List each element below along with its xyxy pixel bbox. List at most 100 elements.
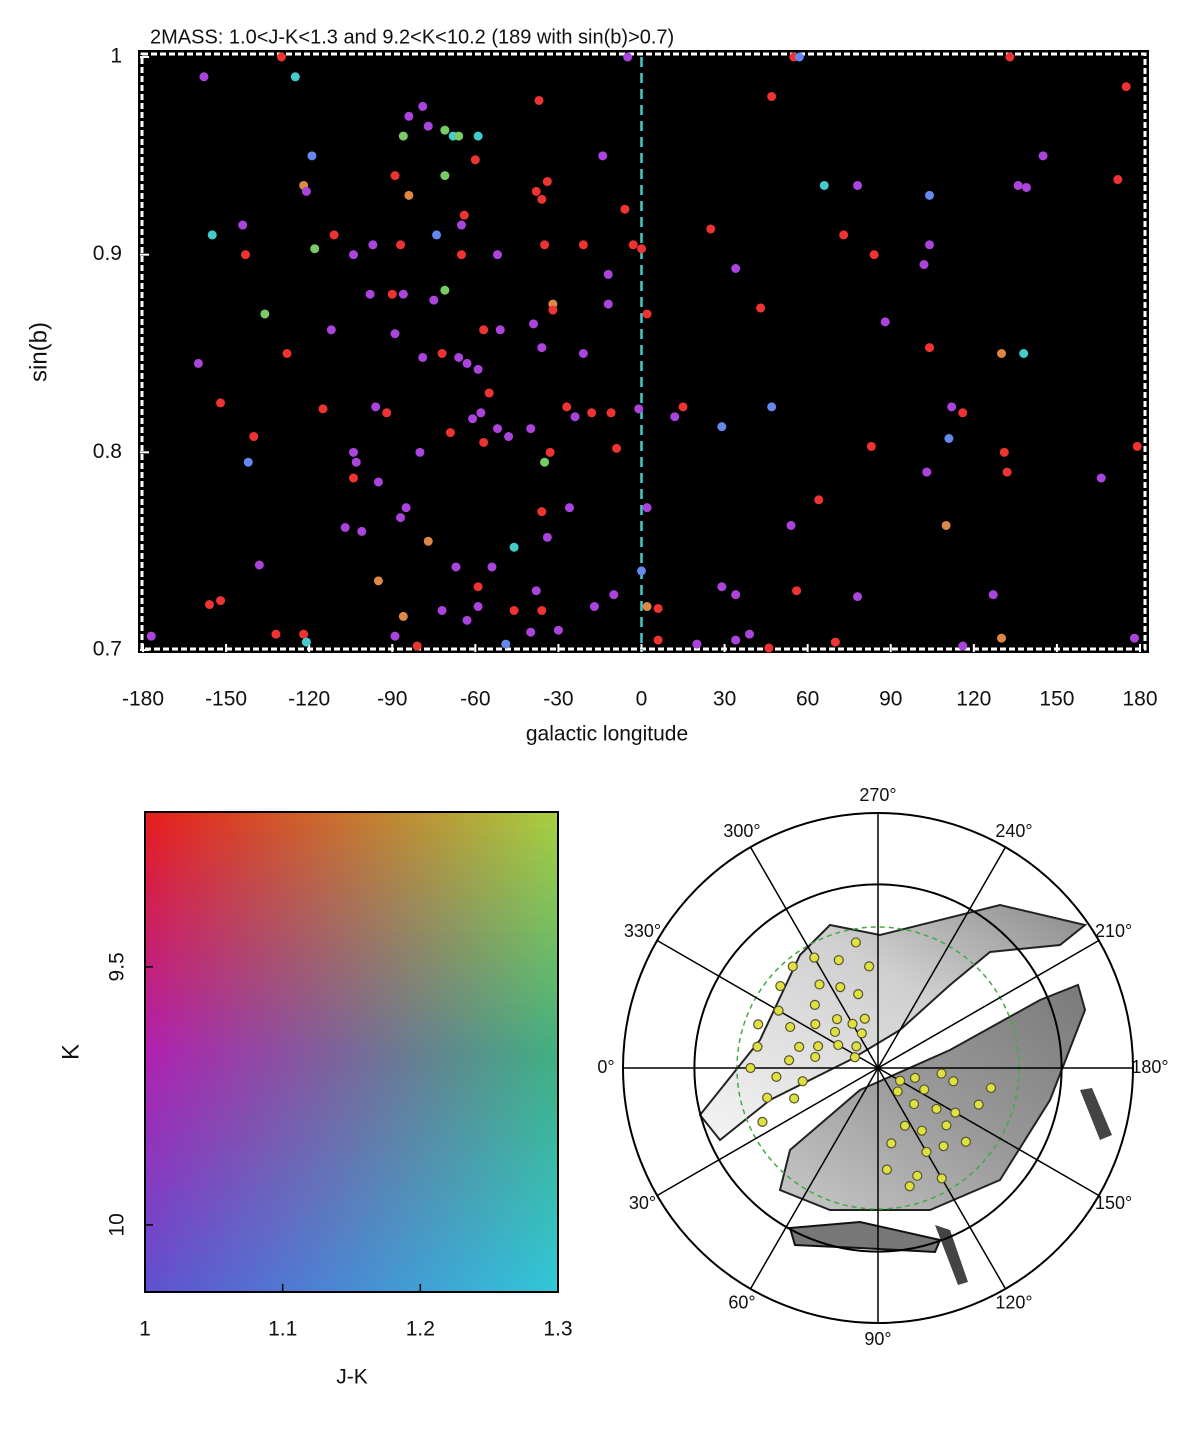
x-tick-label: -180 — [122, 688, 164, 711]
color-strip — [145, 964, 558, 973]
data-point — [894, 1075, 906, 1086]
angle-label: 150° — [1095, 1193, 1132, 1213]
data-point — [578, 240, 588, 250]
data-point — [423, 536, 433, 546]
data-point — [473, 582, 483, 592]
x-tick-label: 150 — [1039, 688, 1074, 711]
color-strip — [145, 1004, 558, 1013]
y-tick-label: 0.7 — [93, 638, 122, 661]
data-point — [348, 250, 358, 260]
data-point — [752, 1041, 763, 1052]
data-point — [899, 1120, 911, 1131]
data-point — [365, 289, 375, 299]
data-point — [326, 325, 336, 335]
x-tick-label: 0 — [636, 688, 648, 711]
coverage-band — [778, 983, 1087, 1211]
data-point — [398, 289, 408, 299]
color-strip — [145, 1252, 558, 1261]
data-point — [814, 979, 825, 990]
data-point — [925, 190, 935, 200]
data-point — [756, 303, 766, 313]
data-point — [678, 402, 688, 412]
color-strip — [145, 812, 558, 821]
data-point — [717, 422, 727, 432]
data-point — [462, 358, 472, 368]
color-strip — [145, 1156, 558, 1165]
data-point — [299, 629, 309, 639]
color-strip — [145, 1116, 558, 1125]
data-point — [537, 194, 547, 204]
angle-label: 60° — [728, 1292, 755, 1312]
data-point — [509, 542, 519, 552]
data-point — [1096, 473, 1106, 483]
data-point — [440, 171, 450, 181]
data-point — [731, 590, 741, 600]
x-tick-label: 90 — [879, 688, 902, 711]
data-point — [146, 631, 156, 641]
color-strip — [145, 1028, 558, 1037]
x-tick-label: 1.2 — [406, 1318, 435, 1341]
angle-label: 0° — [597, 1057, 614, 1077]
angle-label: 90° — [864, 1329, 891, 1349]
data-point — [473, 131, 483, 141]
data-point — [396, 240, 406, 250]
data-point — [880, 317, 890, 327]
data-point — [456, 250, 466, 260]
data-point — [908, 1098, 920, 1110]
data-point — [853, 989, 864, 1000]
data-point — [412, 641, 422, 651]
data-point — [717, 582, 727, 592]
data-point — [773, 1005, 784, 1016]
data-point — [936, 1068, 947, 1079]
data-point — [958, 408, 968, 418]
data-point — [1019, 349, 1029, 358]
color-strip — [145, 844, 558, 853]
data-point — [909, 1072, 921, 1083]
data-point — [207, 230, 217, 240]
data-point — [340, 522, 350, 532]
data-point — [775, 980, 786, 992]
data-point — [999, 447, 1009, 457]
data-point — [570, 412, 580, 422]
data-point — [1002, 467, 1012, 477]
data-point — [476, 408, 486, 418]
color-strip — [145, 1204, 558, 1213]
color-strip — [145, 988, 558, 997]
data-point — [785, 1021, 796, 1033]
data-point — [540, 457, 550, 467]
data-point — [767, 92, 777, 102]
color-strip — [145, 1172, 558, 1181]
data-point — [941, 520, 951, 530]
data-point — [919, 1084, 930, 1095]
data-point — [670, 412, 680, 422]
color-strip — [145, 820, 558, 829]
data-point — [473, 602, 483, 612]
data-point — [603, 269, 613, 279]
data-point — [542, 177, 552, 187]
data-point — [487, 562, 497, 572]
data-point — [387, 289, 397, 299]
data-point — [537, 343, 547, 353]
data-point — [545, 447, 555, 457]
data-point — [634, 404, 644, 414]
data-point — [484, 388, 494, 398]
plot-frame — [144, 811, 559, 1293]
data-point — [445, 428, 455, 438]
data-point — [753, 1019, 764, 1030]
data-point — [418, 101, 428, 111]
data-point — [473, 364, 483, 374]
data-point — [451, 562, 461, 572]
y-tick-label: 0.8 — [93, 440, 122, 463]
data-point — [373, 576, 383, 586]
color-strip — [145, 956, 558, 965]
data-point — [282, 349, 292, 358]
data-point — [783, 1055, 795, 1066]
data-point — [833, 955, 844, 966]
data-point — [809, 999, 820, 1010]
data-point — [833, 1039, 844, 1051]
data-point — [919, 260, 929, 270]
color-strip — [145, 1276, 558, 1285]
data-point — [612, 443, 622, 453]
data-point — [985, 1082, 997, 1094]
angle-label: 270° — [859, 785, 896, 805]
